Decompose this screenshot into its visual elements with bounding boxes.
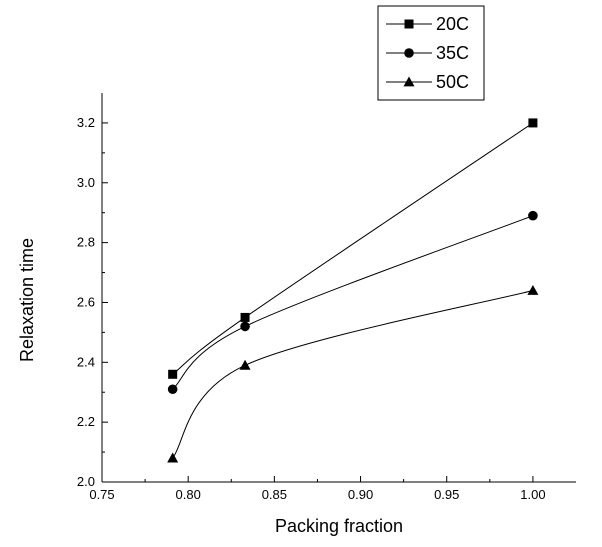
x-tick-label: 0.95 [434,487,459,502]
legend: 20C 35C 50C [377,5,485,101]
legend-35c-circle-marker [404,48,414,58]
legend-20c-label: 20C [436,14,469,34]
y-tick-label: 2.0 [77,474,95,489]
series-50c-line [172,290,534,459]
axes [101,93,576,483]
series-20c-square-marker [528,118,538,128]
series-20c-square-marker [168,369,178,379]
series-35c-circle-marker [167,384,178,395]
x-axis-title: Packing fraction [275,516,403,536]
y-tick-label: 2.4 [77,354,95,369]
y-axis-ticks: 2.0 2.2 2.4 2.6 2.8 3.0 3.2 [77,115,108,489]
legend-35c-label: 35C [436,43,469,63]
series-50c-triangle-marker [167,452,179,463]
legend-20c-square-marker [404,19,414,29]
series-35c-circle-marker [528,210,538,221]
series-20c-square-marker [240,312,250,322]
series-50c-triangle-marker [527,284,539,295]
x-axis-ticks: 0.75 0.80 0.85 0.90 0.95 1.00 [89,476,546,502]
x-tick-label: 0.85 [262,487,287,502]
x-tick-label: 0.75 [89,487,114,502]
series-markers [167,118,539,463]
series-35c-circle-marker [240,321,250,332]
legend-50c-triangle-marker [403,76,415,87]
x-tick-label: 0.80 [176,487,201,502]
y-tick-label: 3.0 [77,175,95,190]
legend-50c-label: 50C [436,72,469,92]
y-tick-label: 2.8 [77,235,95,250]
x-tick-label: 0.90 [348,487,373,502]
series-lines [172,122,534,459]
series-50c-triangle-marker [239,359,251,370]
y-tick-label: 2.6 [77,294,95,309]
y-tick-label: 3.2 [77,115,95,130]
y-axis-title: Relaxation time [17,238,37,362]
x-tick-label: 1.00 [520,487,545,502]
series-35c-line [172,215,534,390]
y-tick-label: 2.2 [77,414,95,429]
series-20c-line [172,122,534,375]
